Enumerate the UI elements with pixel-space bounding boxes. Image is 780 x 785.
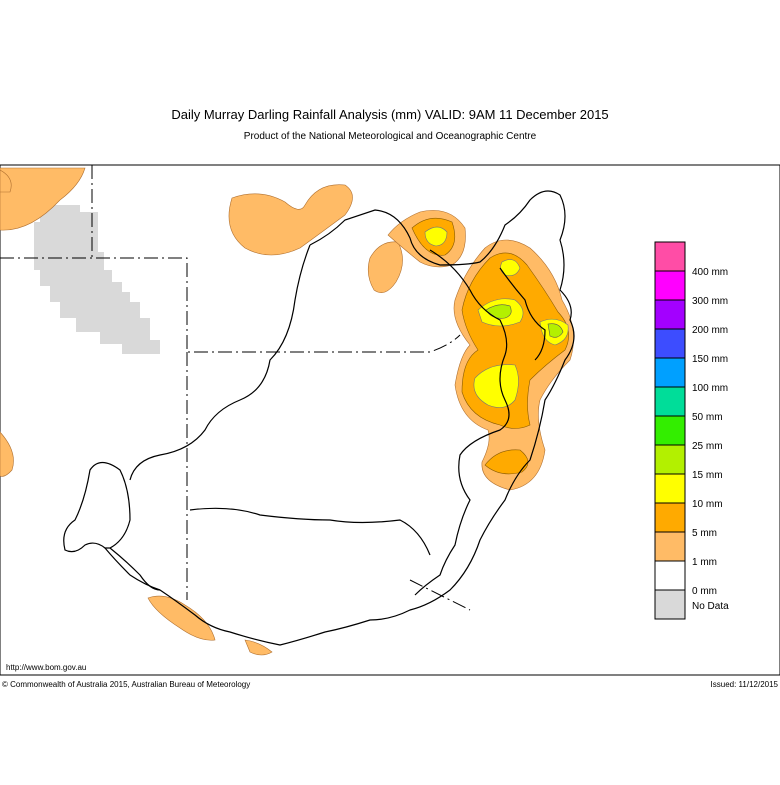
legend-label: 300 mm xyxy=(692,296,728,307)
legend-swatch xyxy=(654,589,686,620)
legend-label: 150 mm xyxy=(692,354,728,365)
rain-area xyxy=(424,226,448,247)
state-border xyxy=(189,507,431,556)
legend-label: 0 mm xyxy=(692,586,717,597)
legend-label: 50 mm xyxy=(692,412,723,423)
title: Daily Murray Darling Rainfall Analysis (… xyxy=(171,107,608,122)
legend-label: 200 mm xyxy=(692,325,728,336)
source-url: http://www.bom.gov.au xyxy=(6,663,86,672)
river xyxy=(129,244,311,481)
legend-swatch xyxy=(654,241,686,272)
rain-area xyxy=(244,639,273,656)
legend-swatch xyxy=(654,473,686,504)
legend-label: 400 mm xyxy=(692,267,728,278)
state-border xyxy=(414,249,510,596)
legend-label: 10 mm xyxy=(692,499,723,510)
copyright: © Commonwealth of Australia 2015, Austra… xyxy=(2,680,250,689)
rain-area xyxy=(0,169,12,193)
state-border xyxy=(109,547,161,591)
legend-label: 1 mm xyxy=(692,557,717,568)
rain-area xyxy=(367,241,403,293)
legend-swatch xyxy=(654,502,686,533)
coastline xyxy=(63,461,131,553)
rain-area xyxy=(0,431,14,477)
state-border xyxy=(499,267,546,361)
rain-area xyxy=(0,167,86,231)
state-border xyxy=(409,579,471,611)
legend-swatch xyxy=(654,444,686,475)
state-border xyxy=(0,257,461,353)
map xyxy=(0,164,780,676)
legend-label: 100 mm xyxy=(692,383,728,394)
no-data-area xyxy=(34,205,160,354)
legend-swatch xyxy=(654,357,686,388)
legend: 400 mm 300 mm 200 mm 150 mm 100 mm 50 mm 25 mm… xyxy=(654,241,729,620)
legend-swatch xyxy=(654,531,686,562)
coastline xyxy=(104,190,575,646)
legend-label: No Data xyxy=(692,601,729,612)
rain-area xyxy=(547,323,564,338)
subtitle: Product of the National Meteorological a… xyxy=(244,131,537,142)
legend-swatch xyxy=(654,560,686,591)
legend-swatch xyxy=(654,415,686,446)
legend-swatch xyxy=(654,328,686,359)
legend-label: 5 mm xyxy=(692,528,717,539)
legend-swatch xyxy=(654,299,686,330)
issued-date: Issued: 11/12/2015 xyxy=(711,680,779,689)
rain-area xyxy=(228,184,353,256)
legend-swatch xyxy=(654,270,686,301)
legend-swatch xyxy=(654,386,686,417)
legend-label: 25 mm xyxy=(692,441,723,452)
legend-label: 15 mm xyxy=(692,470,723,481)
